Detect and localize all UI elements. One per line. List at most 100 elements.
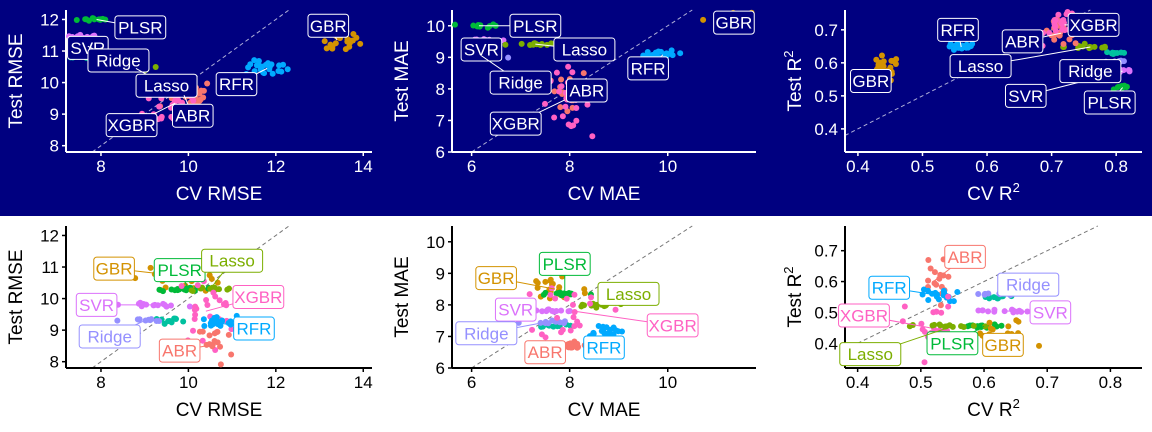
- y-tick-label: 12: [40, 10, 59, 29]
- data-point: [161, 320, 168, 327]
- series-label-xgbr: XGBR: [492, 115, 540, 134]
- data-point: [1052, 28, 1059, 35]
- data-point: [284, 66, 291, 73]
- data-point: [940, 272, 947, 279]
- data-point: [269, 70, 276, 77]
- label-box: [135, 73, 198, 98]
- data-point: [357, 40, 364, 47]
- series-label-rfr: RFR: [941, 21, 976, 40]
- data-point: [203, 297, 210, 304]
- y-tick-label: 10: [426, 233, 445, 252]
- y-tick-label: 9: [50, 321, 59, 340]
- series-label-gbr: GBR: [852, 72, 889, 91]
- label-box: [926, 331, 979, 356]
- data-point: [172, 315, 179, 322]
- data-point: [1060, 41, 1067, 48]
- label-box: [201, 248, 264, 273]
- data-point: [228, 351, 235, 358]
- label-box: [997, 272, 1060, 297]
- data-point: [502, 41, 509, 48]
- data-point: [610, 325, 617, 332]
- data-point: [931, 269, 938, 276]
- x-axis-title: CV RMSE: [176, 400, 263, 421]
- x-tick-label: 10: [658, 373, 677, 392]
- series-label-plsr: PLSR: [513, 17, 557, 36]
- x-tick-label: 8: [96, 157, 105, 176]
- data-point: [1005, 323, 1012, 330]
- series-label-rfr: RFR: [872, 279, 907, 298]
- data-point: [552, 295, 559, 302]
- series-label-rfr: RFR: [236, 320, 271, 339]
- data-point: [228, 326, 235, 333]
- series-label-rfr: RFR: [631, 59, 666, 78]
- series-label-ridge: Ridge: [464, 324, 508, 343]
- data-point: [566, 290, 573, 297]
- y-tick-label: 0.7: [814, 21, 838, 40]
- data-point: [530, 41, 537, 48]
- data-point: [986, 319, 993, 326]
- x-tick-label: 12: [266, 157, 285, 176]
- data-point: [921, 328, 928, 335]
- data-point: [477, 22, 484, 29]
- data-point: [892, 60, 899, 67]
- x-tick-label: 6: [467, 157, 476, 176]
- y-tick-label: 12: [40, 226, 59, 245]
- label-box: [509, 13, 562, 38]
- y-axis-title: Test RMSE: [6, 249, 27, 344]
- series-label-abr: ABR: [1005, 32, 1040, 51]
- series-label-plsr: PLSR: [157, 261, 201, 280]
- data-point: [945, 303, 952, 310]
- y-tick-label: 0.4: [814, 120, 838, 139]
- data-point: [154, 302, 161, 309]
- data-point: [950, 298, 957, 305]
- data-point: [571, 308, 578, 315]
- data-point: [969, 40, 976, 47]
- y-tick-label: 9: [436, 48, 445, 67]
- series-label-lasso: Lasso: [209, 252, 254, 271]
- series-lasso: [188, 284, 233, 295]
- label-box: [583, 335, 625, 360]
- x-axis-title: CV MAE: [568, 184, 641, 205]
- series-ridge: [114, 316, 163, 324]
- data-point: [952, 42, 959, 49]
- plot-panel-top-r2: 0.4 0.5 0.6 0.7 0.8 0.4 0.5 0.6 0.7 CV R2 Test R2 P…: [781, 9, 1142, 205]
- data-point: [547, 276, 554, 283]
- series-label-gbr: GBR: [985, 336, 1022, 355]
- x-axis-title: CV RMSE: [176, 184, 263, 205]
- x-tick-label: 0.7: [1040, 157, 1064, 176]
- data-point: [452, 21, 458, 28]
- data-point: [257, 63, 264, 70]
- y-axis-title: Test R2: [781, 266, 806, 327]
- y-tick-label: 0.5: [814, 303, 838, 322]
- x-tick-label: 0.4: [846, 373, 870, 392]
- x-tick-label: 6: [467, 373, 476, 392]
- data-point: [1066, 36, 1073, 43]
- data-point: [178, 283, 185, 290]
- data-point: [200, 316, 207, 323]
- data-point: [556, 88, 563, 95]
- x-tick-label: 14: [354, 157, 373, 176]
- series-label-ridge: Ridge: [1006, 276, 1050, 295]
- data-point: [251, 57, 258, 64]
- data-point: [350, 31, 357, 38]
- series-label-plsr: PLSR: [1088, 93, 1132, 112]
- series-label-abr: ABR: [569, 81, 604, 100]
- data-point: [544, 41, 551, 48]
- data-point: [280, 61, 287, 68]
- data-point: [191, 306, 198, 313]
- series-abr: [925, 256, 952, 309]
- data-point: [186, 303, 193, 310]
- data-point: [936, 275, 943, 282]
- data-point: [225, 331, 232, 338]
- x-tick-label: 10: [658, 157, 677, 176]
- data-point: [200, 87, 207, 94]
- data-point: [1120, 67, 1127, 74]
- data-point: [192, 311, 199, 318]
- data-point: [91, 16, 98, 23]
- series-label-ridge: Ridge: [498, 74, 542, 93]
- label-box: [75, 292, 118, 317]
- data-point: [541, 100, 548, 107]
- data-point: [567, 327, 574, 334]
- y-tick-label: 7: [436, 327, 445, 346]
